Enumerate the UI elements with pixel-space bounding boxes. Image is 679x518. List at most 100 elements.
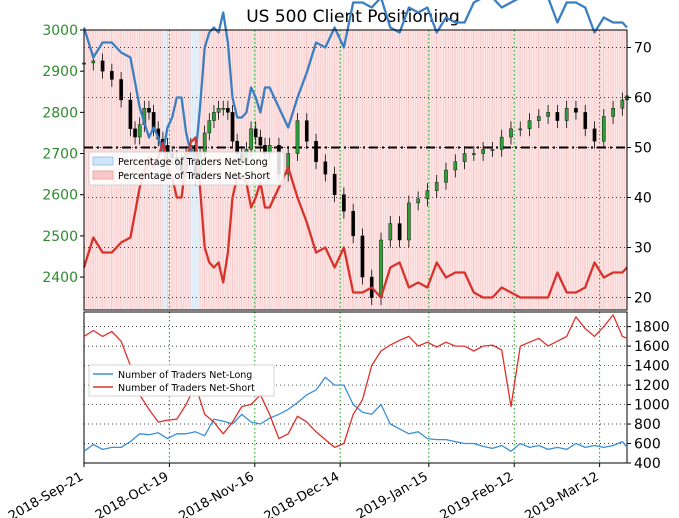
price-candle [537, 116, 541, 121]
price-candle [207, 120, 212, 134]
x-axis-tick-label: 2019-Mar-12 [522, 469, 601, 518]
price-candle [611, 108, 615, 117]
price-candle [91, 60, 96, 64]
x-axis-tick-label: 2019-Jan-15 [354, 469, 431, 518]
bottom-panel-frame [83, 311, 628, 464]
price-candle [397, 223, 402, 241]
price-candle [434, 182, 439, 191]
price-candle [249, 128, 253, 150]
left-axis-tick-label: 2500 [42, 229, 78, 245]
price-candle [555, 112, 560, 121]
top-legend: Percentage of Traders Net-Long Percentage… [88, 151, 285, 186]
x-axis-tick-label: 2019-Feb-12 [438, 469, 517, 518]
left-axis-tick-label: 3000 [42, 23, 78, 39]
net-long-percentage-line [82, 0, 628, 159]
right-axis-tick-label: 20 [634, 291, 652, 307]
price-candle [407, 202, 411, 241]
right-axis-tick-label: 1200 [634, 378, 670, 394]
net-long-count-line [83, 376, 628, 452]
price-candle [314, 140, 318, 162]
legend-label: Number of Traders Net-Short [118, 383, 255, 394]
legend-swatch-net-short [92, 170, 114, 180]
price-candle [119, 79, 123, 101]
price-candle [137, 124, 142, 138]
legend-box [88, 151, 285, 186]
price-candle [481, 149, 485, 154]
price-candle [509, 128, 513, 138]
price-candle [564, 108, 569, 121]
price-candle [416, 198, 420, 204]
price-candle [147, 108, 151, 113]
price-candle [304, 120, 309, 142]
price-candle [518, 128, 523, 131]
price-candle [583, 112, 588, 130]
net-short-percentage-line [82, 136, 628, 299]
price-candle [360, 235, 365, 278]
right-axis-tick-label: 50 [634, 141, 652, 157]
right-axis-tick-label: 1400 [634, 359, 670, 375]
left-axis-tick-label: 2900 [42, 64, 78, 80]
price-candle [388, 223, 393, 241]
price-candle [342, 194, 346, 212]
legend-label: Number of Traders Net-Long [118, 370, 252, 381]
x-axis-tick-label: 2018-Oct-19 [93, 469, 171, 518]
left-axis-tick-label: 2400 [42, 270, 78, 286]
price-candle [574, 108, 578, 113]
x-axis-tick-label: 2018-Nov-16 [177, 469, 257, 518]
legend-label: Percentage of Traders Net-Long [118, 157, 268, 168]
price-candle [490, 149, 495, 151]
net-short-count-line [83, 314, 628, 449]
right-axis-tick-label: 1600 [634, 339, 670, 355]
price-candle [253, 128, 258, 138]
left-axis-tick-label: 2700 [42, 147, 78, 163]
bottom-panel: 400 600 800 1000 1200 1400 1600 1800 Number of T… [83, 311, 670, 472]
right-axis-tick-label: 600 [634, 437, 661, 453]
legend-label: Percentage of Traders Net-Short [118, 171, 270, 182]
price-candle [258, 136, 263, 146]
price-candle [128, 99, 133, 130]
price-candle [444, 169, 448, 183]
right-axis-tick-label: 30 [634, 241, 652, 257]
price-candle [100, 60, 105, 72]
price-candle [286, 153, 291, 175]
top-panel: 2400 2500 2600 2700 2800 2900 3000 20 30 40 50 60 70… [42, 0, 652, 311]
price-candle [212, 112, 216, 121]
price-candle [546, 112, 550, 117]
right-axis-tick-label: 800 [634, 417, 661, 433]
top-panel-frame [83, 29, 628, 311]
price-candle [351, 210, 355, 237]
right-axis-tick-label: 1800 [634, 320, 670, 336]
price-candle [425, 190, 430, 200]
price-candle [216, 108, 221, 113]
price-candle [295, 120, 300, 154]
price-candle [499, 136, 504, 150]
price-candle [527, 120, 532, 130]
price-candle [462, 153, 467, 162]
price-candle [221, 108, 226, 110]
price-candle [332, 173, 337, 195]
legend-swatch-net-long [92, 156, 114, 166]
left-axis-tick-label: 2600 [42, 188, 78, 204]
price-candle [620, 99, 625, 109]
right-axis-tick-label: 400 [634, 456, 661, 472]
x-axis: 2018-Sep-21 2018-Oct-19 2018-Nov-16 2018-De… [6, 463, 602, 518]
bottom-legend: Number of Traders Net-Long Number of Trad… [88, 364, 275, 397]
price-candle [592, 128, 597, 142]
price-candle [226, 108, 230, 113]
x-axis-tick-label: 2018-Dec-14 [262, 469, 342, 518]
price-candle [230, 112, 235, 142]
price-candle [133, 128, 137, 138]
right-axis-tick-label: 70 [634, 41, 652, 57]
right-axis-tick-label: 40 [634, 191, 652, 207]
x-axis-tick-label: 2018-Sep-21 [6, 469, 86, 518]
left-axis-tick-label: 2800 [42, 105, 78, 121]
legend-box [88, 364, 275, 397]
price-candle [379, 239, 383, 298]
price-candle [601, 116, 606, 142]
price-candle [110, 70, 114, 80]
price-candle [472, 153, 476, 155]
right-axis-tick-label: 60 [634, 91, 652, 107]
price-candle [453, 161, 458, 171]
price-candle [323, 161, 328, 175]
